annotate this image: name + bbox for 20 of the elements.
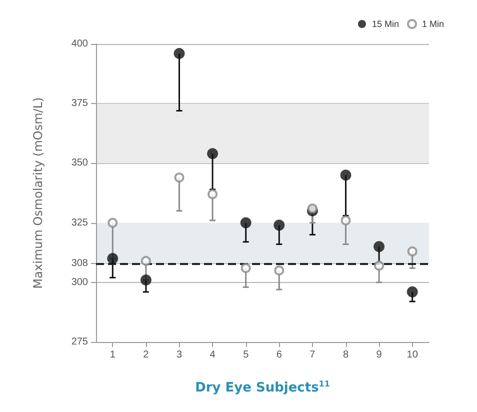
x-tick-label: 9	[376, 350, 382, 360]
x-tick-label: 7	[310, 350, 316, 360]
y-tick-label: 375	[71, 98, 88, 110]
x-tick-label: 5	[243, 350, 250, 360]
legend-label: 15 Min	[372, 19, 399, 29]
x-tick-label: 1	[110, 350, 116, 360]
x-tick-label: 8	[342, 350, 349, 360]
y-tick-label: 400	[71, 38, 88, 50]
x-tick-label: 3	[176, 350, 182, 360]
y-tick-label: 350	[71, 158, 88, 169]
y-axis-title: Maximum Osmolarity (mOsm/L)	[31, 97, 45, 289]
y-tick-label: 300	[71, 276, 88, 288]
x-tick-label: 6	[276, 350, 282, 360]
y-tick-label: 325	[71, 217, 88, 228]
legend-label: 1 Min	[422, 19, 444, 29]
y-tick-label: 275	[71, 336, 88, 348]
x-tick-label: 4	[210, 350, 216, 360]
x-tick-label: 2	[143, 350, 150, 360]
x-tick-label: 10	[406, 350, 418, 360]
y-tick-label: 308	[71, 258, 88, 269]
